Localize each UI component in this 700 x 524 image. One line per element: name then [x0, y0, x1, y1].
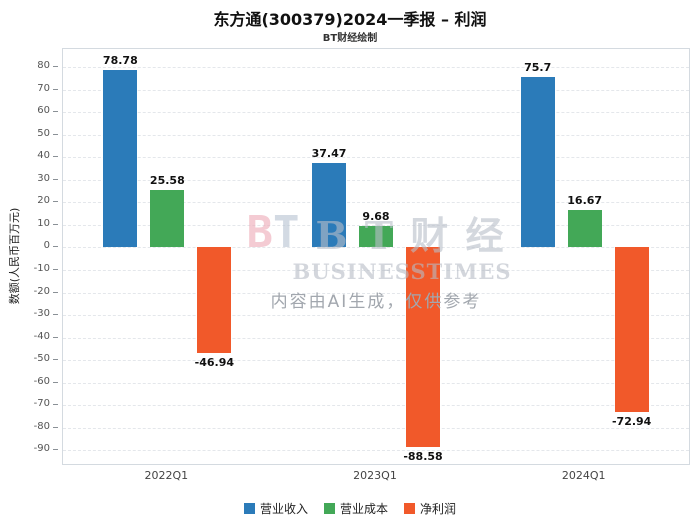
y-tick-mark-icon [53, 88, 58, 90]
y-tick-mark-icon [53, 66, 58, 68]
gridline [63, 112, 689, 114]
bar-value-label: -72.94 [611, 414, 652, 428]
x-axis-label: 2022Q1 [144, 469, 189, 482]
bar-value-label: 16.67 [567, 193, 603, 207]
y-tick-label: 30 [37, 172, 50, 184]
y-tick-mark-icon [53, 291, 58, 293]
x-axis-label: 2024Q1 [561, 469, 606, 482]
chart-title: 东方通(300379)2024一季报 – 利润 [213, 10, 487, 29]
gridline [63, 450, 689, 452]
y-tick-label: -70 [33, 398, 50, 410]
bar [406, 247, 440, 448]
x-axis-labels: 2022Q1 2023Q1 2024Q1 [62, 469, 690, 485]
y-tick-mark-icon [53, 133, 58, 135]
y-tick-mark-icon [53, 246, 58, 248]
y-tick-label: -20 [33, 285, 50, 297]
legend-swatch-icon [404, 503, 415, 514]
gridline [63, 89, 689, 91]
y-tick-label: 20 [37, 195, 50, 207]
y-tick-mark-icon [53, 426, 58, 428]
gridline [63, 67, 689, 69]
bar [359, 225, 393, 248]
y-tick-label: 0 [43, 240, 50, 252]
y-tick-label: 80 [37, 60, 50, 72]
y-tick-mark-icon [53, 269, 58, 271]
bar [197, 247, 232, 354]
legend-label: 净利润 [420, 502, 457, 516]
bar [103, 69, 138, 248]
y-tick-mark-icon [53, 111, 58, 113]
y-tick-label: -30 [33, 308, 50, 320]
gridline [63, 202, 689, 204]
gridline [63, 270, 689, 272]
gridline [63, 157, 689, 159]
y-tick-mark-icon [53, 404, 58, 406]
y-tick-label: 60 [37, 105, 50, 117]
bar-value-label: -88.58 [403, 450, 443, 464]
y-tick-mark-icon [53, 314, 58, 316]
gridline [63, 315, 689, 317]
y-tick-mark-icon [53, 359, 58, 361]
bar-value-label: 9.68 [362, 209, 390, 223]
bar-value-label: -46.94 [194, 356, 235, 370]
gridline [63, 337, 689, 339]
y-tick-mark-icon [53, 223, 58, 225]
y-tick-label: 70 [37, 82, 50, 94]
bar [567, 209, 602, 248]
plot-area: BT B T 财 经 BUSINESSTIMES 内容由AI生成，仅供参考 78… [62, 48, 690, 465]
legend-label: 营业收入 [259, 502, 308, 516]
y-tick-mark-icon [53, 201, 58, 203]
y-tick-label: -10 [33, 263, 50, 275]
bar-value-label: 37.47 [311, 146, 347, 160]
y-tick-mark-icon [53, 336, 58, 338]
gridline [63, 292, 689, 294]
legend-item: 营业收入 [243, 500, 308, 517]
y-tick-mark-icon [53, 449, 58, 451]
bar-value-label: 75.7 [524, 60, 552, 74]
gridline [63, 360, 689, 362]
gridline [63, 179, 689, 181]
ai-disclaimer: 内容由AI生成，仅供参考 [270, 292, 482, 312]
bar-value-label: 25.58 [149, 173, 185, 187]
y-tick-mark-icon [53, 178, 58, 180]
y-tick-label: -40 [33, 330, 50, 342]
y-tick-mark-icon [53, 381, 58, 383]
y-tick-label: -50 [33, 353, 50, 365]
bar [150, 189, 185, 248]
bar [614, 247, 649, 412]
gridline [63, 134, 689, 136]
y-tick-label: 10 [37, 217, 50, 229]
y-tick-label: -60 [33, 375, 50, 387]
y-tick-mark-icon [53, 156, 58, 158]
bt-logo-letter-b: B [246, 207, 273, 258]
gridline [63, 224, 689, 226]
y-tick-label: 50 [37, 127, 50, 139]
gridline [63, 405, 689, 407]
gridline [63, 382, 689, 384]
legend-item: 营业成本 [323, 500, 388, 517]
x-axis-label: 2023Q1 [353, 469, 397, 482]
legend-swatch-icon [243, 503, 255, 514]
bar-value-label: 78.78 [102, 53, 138, 67]
y-tick-label: -80 [33, 420, 50, 432]
bt-logo-letter-t: T [272, 207, 300, 258]
gridline [63, 247, 689, 249]
legend: 营业收入 营业成本 净利润 [0, 500, 700, 517]
y-axis-ticks: -90 -80 -70 -60 -50 -40 -30 -20 -10 0 10 20 30 40 50 60… [0, 48, 60, 465]
legend-swatch-icon [323, 503, 335, 514]
legend-item: 净利润 [404, 500, 456, 517]
watermark-brand-en: BUSINESSTIMES [292, 259, 512, 284]
legend-label: 营业成本 [339, 502, 388, 516]
y-tick-label: 40 [37, 150, 50, 162]
chart-subtitle: BT财经绘制 [322, 33, 378, 44]
bar [520, 76, 555, 248]
gridline [63, 427, 689, 429]
bar [312, 162, 346, 248]
y-tick-label: -90 [33, 443, 50, 455]
